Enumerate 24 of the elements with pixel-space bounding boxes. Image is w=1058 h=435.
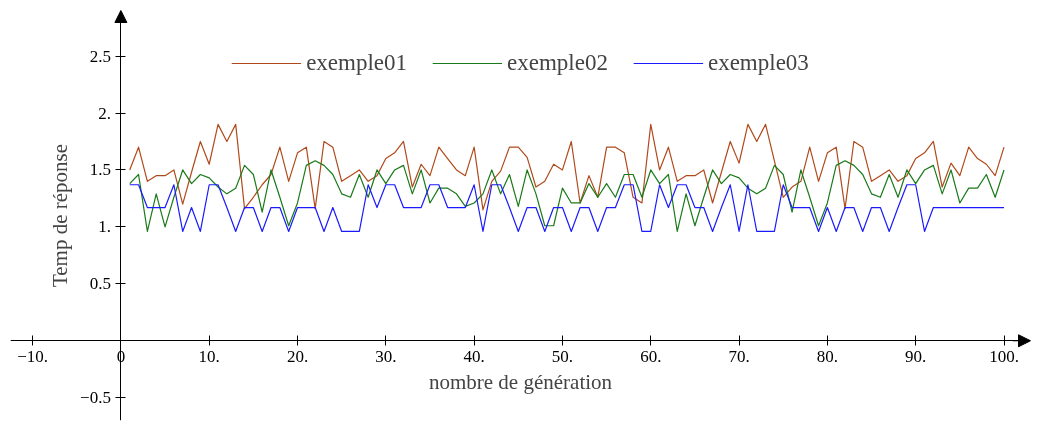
x-tick-label: 60. [640,346,662,366]
y-tick-label: −0.5 [80,388,111,408]
x-tick-label: 50. [551,346,574,366]
x-tick-label: 70. [728,346,750,366]
legend-label: exemple02 [507,50,608,76]
line-series [129,123,1005,211]
y-axis-title: Temp de réponse [47,143,72,288]
x-axis-title: nombre de génération [428,369,613,394]
x-tick-label: 90. [905,346,927,366]
x-tick-label: 10. [198,346,220,366]
x-tick-label: 20. [286,346,309,366]
x-tick-label: 100. [989,346,1019,366]
x-tick-label: 40. [463,346,485,366]
y-tick-label: 0.5 [89,274,111,294]
legend-label: exemple01 [306,50,408,76]
x-tick-label: 80. [816,346,839,366]
line-series [129,160,1005,233]
x-tick-label: −10. [17,346,48,366]
x-tick-label: 30. [375,346,397,366]
y-tick-label: 1. [98,217,111,237]
y-tick-label: 2.5 [89,46,111,66]
y-tick-label: 2. [98,103,111,123]
legend-label: exemple03 [707,50,809,76]
y-tick-label: 1.5 [89,160,111,180]
